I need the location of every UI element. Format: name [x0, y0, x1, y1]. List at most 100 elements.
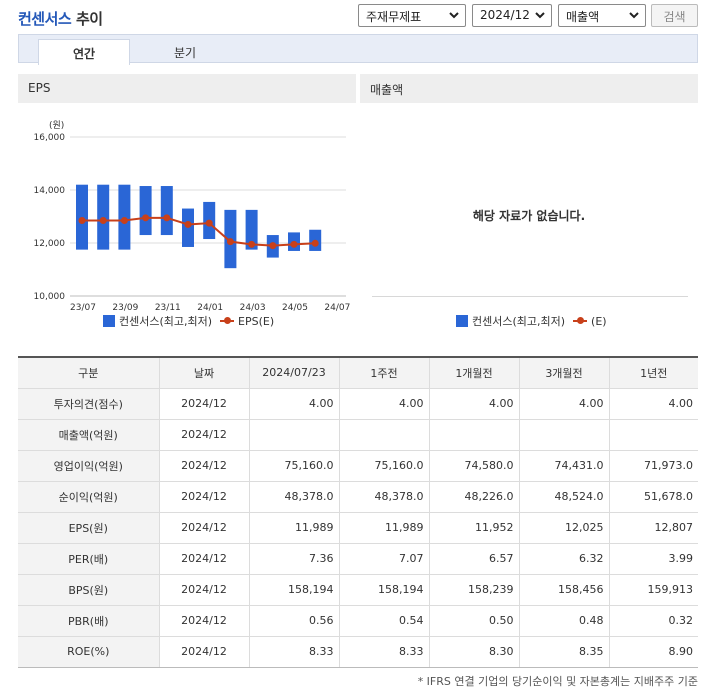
cell-value: 74,431.0: [518, 450, 609, 482]
cell-value: 48,378.0: [338, 481, 429, 513]
tab-annual[interactable]: 연간: [38, 39, 130, 65]
row-label: PER(배): [18, 543, 159, 575]
cell-value: [428, 419, 519, 451]
row-date: 2024/12: [158, 512, 249, 544]
eps-panel-header: EPS: [18, 74, 356, 103]
cell-value: 4.00: [518, 388, 609, 420]
statement-type-value: 주재무제표: [366, 10, 422, 24]
cell-value: [518, 419, 609, 451]
legend-bar-label: 컨센서스(최고,최저): [119, 315, 213, 328]
eps-point: [142, 214, 150, 222]
chevron-down-icon: [449, 12, 459, 19]
cell-value: [608, 419, 698, 451]
legend-line-swatch: [220, 315, 235, 327]
cell-value: 7.07: [338, 543, 429, 575]
x-tick-label: 24/05: [282, 303, 308, 313]
tab-quarterly[interactable]: 분기: [173, 46, 197, 60]
cell-value: 11,989: [338, 512, 429, 544]
cell-value: 12,025: [518, 512, 609, 544]
row-date: 2024/12: [158, 574, 249, 606]
eps-chart: (원) 10,000 12,000 14,000 16,000 23/07 23/09 23/…: [18, 108, 356, 333]
cell-value: 75,160.0: [338, 450, 429, 482]
metric-select[interactable]: 매출액: [558, 4, 646, 27]
eps-chart-svg: (원) 10,000 12,000 14,000 16,000 23/07 23/09 23/…: [34, 120, 351, 313]
cell-value: 4.00: [608, 388, 698, 420]
revenue-legend: 컨센서스(최고,최저) (E): [456, 313, 607, 329]
search-button[interactable]: 검색: [651, 4, 698, 27]
legend-line-swatch: [573, 315, 588, 327]
cell-value: 75,160.0: [248, 450, 339, 482]
cell-value: 48,226.0: [428, 481, 519, 513]
cell-value: [338, 419, 429, 451]
legend-line-label: EPS(E): [238, 315, 275, 328]
table-row: 순이익(억원) 2024/12 48,378.0 48,378.0 48,226…: [18, 481, 698, 513]
period-tabs: 연간 분기: [18, 34, 698, 65]
eps-line: [82, 216, 316, 247]
eps-point: [99, 216, 107, 224]
eps-point: [120, 216, 128, 224]
cell-value: 11,989: [248, 512, 339, 544]
cell-value: 11,952: [428, 512, 519, 544]
page-title-suffix: 추이: [75, 10, 103, 28]
eps-point: [290, 240, 298, 248]
x-tick-label: 24/01: [197, 303, 223, 313]
y-tick-label: 12,000: [34, 239, 66, 249]
eps-point: [311, 239, 319, 247]
row-label: PBR(배): [18, 605, 159, 637]
cell-value: 0.32: [608, 605, 698, 637]
no-data-message: 해당 자료가 없습니다.: [472, 209, 586, 223]
cell-value: 48,378.0: [248, 481, 339, 513]
cell-value: 6.57: [428, 543, 519, 575]
row-date: 2024/12: [158, 605, 249, 637]
cell-value: 4.00: [338, 388, 429, 420]
col-header: 1년전: [608, 357, 698, 389]
page-title: 컨센서스 추이: [18, 8, 103, 29]
y-unit-label: (원): [49, 120, 64, 131]
cell-value: 4.00: [428, 388, 519, 420]
cell-value: 0.50: [428, 605, 519, 637]
x-tick-label: 23/11: [155, 303, 181, 313]
page-title-brand: 컨센서스: [18, 10, 72, 28]
x-tick-label: 23/07: [70, 303, 96, 313]
range-bar: [160, 186, 173, 236]
table-row: EPS(원) 2024/12 11,989 11,989 11,952 12,0…: [18, 512, 698, 544]
table-row: BPS(원) 2024/12 158,194 158,194 158,239 1…: [18, 574, 698, 606]
row-label: BPS(원): [18, 574, 159, 606]
y-tick-label: 14,000: [34, 186, 66, 196]
table-row: 영업이익(억원) 2024/12 75,160.0 75,160.0 74,58…: [18, 450, 698, 482]
cell-value: 0.56: [248, 605, 339, 637]
col-header: 1개월전: [428, 357, 519, 389]
row-label: 영업이익(억원): [18, 450, 159, 482]
cell-value: 12,807: [608, 512, 698, 544]
cell-value: 74,580.0: [428, 450, 519, 482]
cell-value: 8.30: [428, 636, 519, 668]
cell-value: 8.90: [608, 636, 698, 668]
cell-value: 8.33: [338, 636, 429, 668]
eps-point: [205, 219, 213, 227]
y-tick-label: 10,000: [34, 292, 66, 302]
table-row: PER(배) 2024/12 7.36 7.07 6.57 6.32 3.99: [18, 543, 698, 575]
cell-value: 158,194: [338, 574, 429, 606]
legend-bar-swatch: [103, 315, 115, 327]
legend-bar-swatch: [456, 315, 468, 327]
row-label: 투자의견(점수): [18, 388, 159, 420]
col-header: 2024/07/23: [248, 357, 339, 389]
metric-value: 매출액: [566, 10, 600, 24]
table-row: 투자의견(점수) 2024/12 4.00 4.00 4.00 4.00 4.0…: [18, 388, 698, 420]
eps-point: [269, 242, 277, 250]
cell-value: 4.00: [248, 388, 339, 420]
cell-value: 158,194: [248, 574, 339, 606]
period-select[interactable]: 2024/12: [472, 4, 552, 27]
cell-value: 71,973.0: [608, 450, 698, 482]
cell-value: 158,239: [428, 574, 519, 606]
eps-point: [78, 216, 86, 224]
revenue-chart-baseline: [372, 296, 688, 297]
x-tick-label: 24/03: [240, 303, 266, 313]
revenue-panel-header: 매출액: [360, 74, 698, 103]
cell-value: 8.33: [248, 636, 339, 668]
y-tick-label: 16,000: [34, 133, 66, 143]
cell-value: 0.48: [518, 605, 609, 637]
row-label: 매출액(억원): [18, 419, 159, 451]
period-value: 2024/12: [480, 8, 530, 22]
statement-type-select[interactable]: 주재무제표: [358, 4, 466, 27]
